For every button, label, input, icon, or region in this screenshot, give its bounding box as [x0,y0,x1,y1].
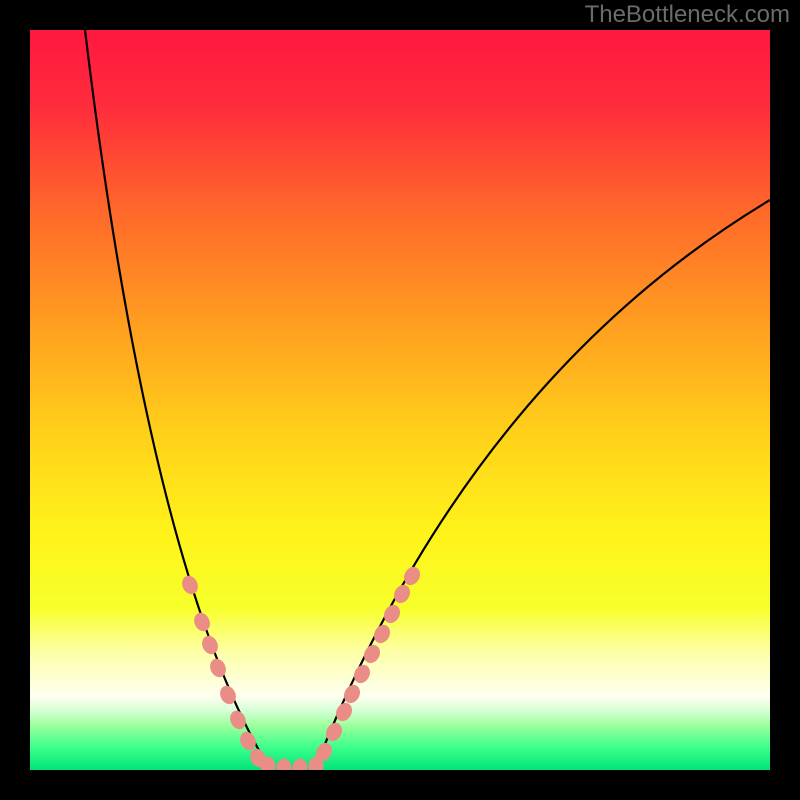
plot-area [30,30,770,777]
gradient-background [30,30,770,770]
watermark-text: TheBottleneck.com [585,1,790,28]
chart-canvas: TheBottleneck.com [0,0,800,800]
